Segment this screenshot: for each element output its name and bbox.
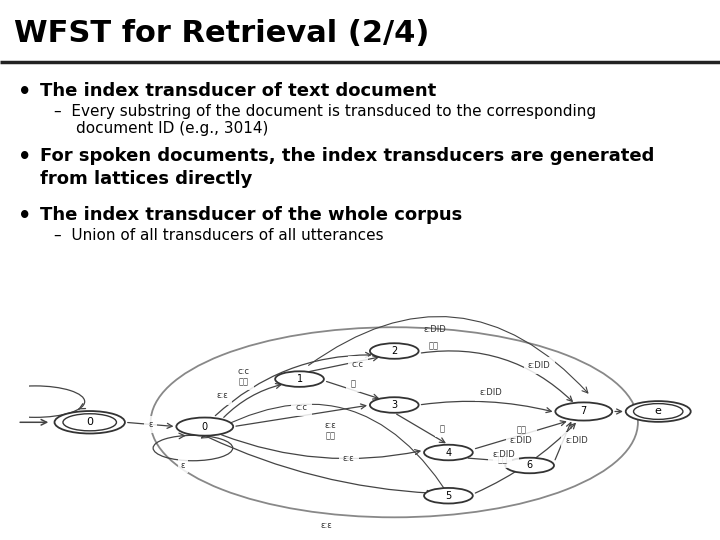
- Text: e: e: [654, 407, 662, 416]
- Text: WFST for Retrieval (2/4): WFST for Retrieval (2/4): [14, 19, 430, 48]
- FancyArrowPatch shape: [222, 435, 420, 458]
- FancyArrowPatch shape: [127, 422, 172, 428]
- Text: •: •: [18, 147, 32, 167]
- Text: For spoken documents, the index transducers are generated
from lattices directly: For spoken documents, the index transduc…: [40, 147, 654, 188]
- Text: ε: ε: [148, 420, 153, 429]
- Text: 绝统
ε:DID: 绝统 ε:DID: [510, 426, 533, 444]
- FancyArrowPatch shape: [468, 458, 508, 463]
- Text: 1: 1: [297, 374, 302, 384]
- Text: ε:ε: ε:ε: [217, 392, 228, 401]
- Text: –  Union of all transducers of all utterances: – Union of all transducers of all uttera…: [54, 228, 384, 243]
- Text: 英: 英: [439, 424, 444, 433]
- Text: 绝兴: 绝兴: [428, 342, 438, 351]
- Circle shape: [176, 417, 233, 436]
- Text: ε:ε: ε:ε: [320, 521, 333, 530]
- Text: ε:ε
汉语: ε:ε 汉语: [324, 421, 336, 441]
- FancyArrowPatch shape: [236, 404, 366, 426]
- Text: 2: 2: [391, 346, 397, 356]
- Text: 3: 3: [391, 400, 397, 410]
- Circle shape: [626, 401, 690, 422]
- FancyArrowPatch shape: [310, 356, 378, 372]
- Text: 7: 7: [580, 407, 587, 416]
- Circle shape: [424, 445, 473, 460]
- Text: 0: 0: [86, 417, 93, 427]
- Circle shape: [370, 343, 418, 359]
- Circle shape: [275, 372, 324, 387]
- Circle shape: [370, 397, 418, 413]
- Text: –  Every substring of the document is transduced to the corresponding: – Every substring of the document is tra…: [54, 104, 596, 119]
- Text: c:c: c:c: [295, 403, 307, 411]
- Text: •: •: [18, 82, 32, 102]
- Text: 6: 6: [526, 461, 533, 470]
- FancyArrowPatch shape: [421, 401, 552, 413]
- FancyArrowPatch shape: [475, 423, 575, 493]
- Circle shape: [55, 411, 125, 434]
- Text: 5: 5: [445, 491, 451, 501]
- Text: c:c
美国: c:c 美国: [238, 367, 250, 386]
- FancyArrowPatch shape: [397, 414, 445, 443]
- FancyArrowPatch shape: [215, 353, 371, 416]
- Text: c:c: c:c: [352, 360, 364, 369]
- Text: ε:DID: ε:DID: [565, 436, 588, 445]
- Text: •: •: [18, 206, 32, 226]
- FancyArrowPatch shape: [421, 351, 572, 401]
- Text: ε:DID: ε:DID: [492, 450, 516, 458]
- Circle shape: [555, 402, 612, 421]
- FancyArrowPatch shape: [327, 381, 378, 399]
- FancyArrowPatch shape: [555, 423, 571, 460]
- Text: 中美: 中美: [498, 455, 508, 464]
- Text: ε:DID: ε:DID: [528, 361, 551, 370]
- Text: 4: 4: [446, 448, 451, 457]
- Text: The index transducer of text document: The index transducer of text document: [40, 82, 436, 100]
- Text: ε:ε: ε:ε: [343, 454, 354, 463]
- FancyArrowPatch shape: [224, 383, 281, 417]
- Circle shape: [505, 458, 554, 473]
- Text: document ID (e.g., 3014): document ID (e.g., 3014): [76, 122, 268, 137]
- FancyArrowPatch shape: [475, 421, 566, 449]
- Text: ε:DID: ε:DID: [480, 388, 503, 397]
- FancyArrowPatch shape: [207, 437, 432, 495]
- Text: 华: 华: [351, 379, 356, 388]
- Text: ε: ε: [181, 461, 185, 470]
- Circle shape: [424, 488, 473, 503]
- Text: 0: 0: [202, 422, 208, 431]
- Text: The index transducer of the whole corpus: The index transducer of the whole corpus: [40, 206, 462, 224]
- FancyArrowPatch shape: [615, 409, 621, 414]
- Text: ε:DID: ε:DID: [423, 325, 446, 334]
